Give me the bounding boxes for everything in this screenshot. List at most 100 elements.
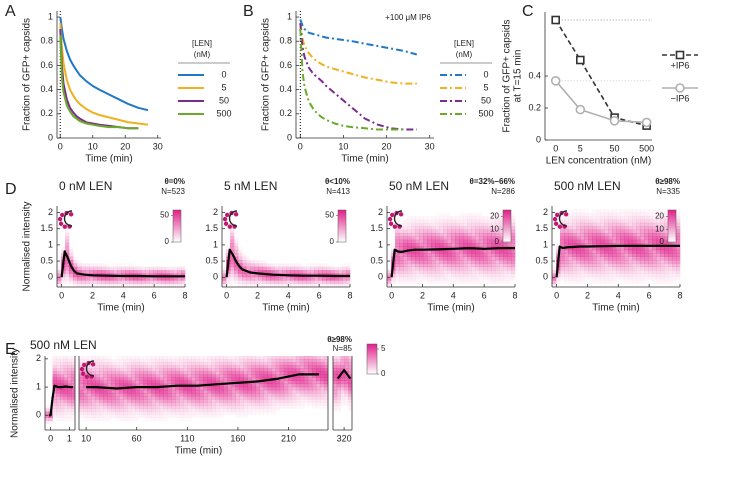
heat-cell bbox=[600, 256, 605, 261]
heat-cell bbox=[199, 374, 204, 378]
heat-cell bbox=[676, 253, 681, 257]
heat-cell bbox=[179, 418, 183, 421]
heat-cell bbox=[147, 408, 152, 412]
heat-cell bbox=[191, 365, 196, 369]
heat-cell bbox=[668, 280, 673, 284]
heat-cell bbox=[151, 389, 156, 394]
heat-cell bbox=[584, 249, 589, 254]
heat-cell bbox=[616, 219, 621, 224]
x-tick-label: 0 bbox=[554, 290, 559, 300]
heat-cell bbox=[231, 365, 236, 369]
heat-cell bbox=[640, 256, 645, 261]
heat-cell bbox=[63, 368, 68, 372]
heat-cell bbox=[323, 356, 329, 360]
heat-cell bbox=[640, 226, 645, 230]
heat-cell bbox=[463, 276, 468, 281]
heat-cell bbox=[137, 266, 142, 271]
heat-cell bbox=[311, 374, 317, 378]
heat-cell bbox=[215, 402, 220, 406]
heat-cell bbox=[467, 249, 472, 254]
heat-cell bbox=[333, 405, 338, 409]
heat-cell bbox=[121, 263, 125, 267]
heat-cell bbox=[423, 253, 428, 257]
heat-cell bbox=[115, 368, 120, 372]
heat-cell bbox=[271, 374, 277, 378]
heat-cell bbox=[107, 371, 112, 375]
heat-cell bbox=[323, 383, 329, 388]
heat-cell bbox=[596, 273, 601, 278]
legend-label: 500 bbox=[216, 108, 231, 118]
heat-cell bbox=[455, 270, 460, 274]
heat-cell bbox=[115, 389, 120, 394]
heat-cell bbox=[230, 243, 235, 247]
heat-cell bbox=[491, 280, 496, 284]
heat-cell bbox=[230, 266, 235, 271]
heat-cell bbox=[270, 276, 275, 281]
heat-cell bbox=[181, 276, 186, 281]
heat-cell bbox=[287, 362, 293, 366]
heat-cell bbox=[344, 374, 349, 378]
heat-cell bbox=[628, 236, 633, 241]
heat-cell bbox=[60, 389, 65, 394]
heat-cell bbox=[139, 405, 144, 409]
heat-cell bbox=[299, 377, 305, 381]
heat-cell bbox=[431, 243, 436, 247]
heat-cell bbox=[279, 396, 285, 400]
heat-cell bbox=[151, 411, 156, 415]
heat-cell bbox=[612, 249, 617, 254]
heat-cell bbox=[447, 263, 452, 268]
x-axis-label: Time (min) bbox=[97, 303, 144, 314]
heat-cell bbox=[103, 371, 108, 375]
colorbar-tick-label: 10 bbox=[655, 224, 664, 233]
capsid-icon bbox=[63, 210, 73, 227]
heat-cell bbox=[600, 233, 605, 237]
heat-cell bbox=[203, 396, 208, 400]
heat-cell bbox=[556, 280, 561, 284]
heat-cell bbox=[580, 229, 585, 234]
heat-cell bbox=[620, 266, 625, 271]
heat-cell bbox=[175, 393, 180, 397]
heat-cell bbox=[491, 249, 496, 254]
heat-cell bbox=[145, 276, 150, 281]
heat-cell bbox=[668, 263, 673, 268]
heat-cell bbox=[491, 226, 496, 230]
heat-cell bbox=[231, 371, 236, 375]
heat-cell bbox=[195, 415, 199, 418]
heat-cell bbox=[235, 377, 240, 381]
heat-cell bbox=[259, 383, 265, 388]
heat-cell bbox=[632, 280, 637, 284]
heat-cell bbox=[447, 273, 452, 278]
heat-cell bbox=[672, 256, 677, 261]
heat-cell bbox=[131, 418, 135, 421]
x-tick-label: 0 bbox=[59, 290, 64, 300]
heat-cell bbox=[652, 256, 657, 261]
heat-cell bbox=[443, 253, 448, 257]
heat-cell bbox=[564, 263, 569, 268]
heat-cell bbox=[131, 377, 136, 381]
heat-cell bbox=[616, 276, 621, 281]
heat-cell bbox=[147, 418, 151, 421]
heat-cell bbox=[163, 402, 168, 406]
heat-cell bbox=[664, 209, 669, 214]
heat-cell bbox=[137, 280, 142, 284]
heat-cell bbox=[63, 374, 68, 378]
heat-cell bbox=[155, 399, 160, 403]
heat-cell bbox=[652, 212, 657, 217]
heat-cell bbox=[333, 408, 338, 412]
heat-cell bbox=[143, 368, 148, 372]
heat-cell bbox=[250, 263, 255, 268]
heat-cell bbox=[340, 359, 345, 363]
mean-line bbox=[48, 384, 74, 417]
heat-cell bbox=[87, 359, 92, 363]
heat-cell bbox=[247, 356, 252, 360]
heat-cell bbox=[141, 283, 146, 288]
heat-cell bbox=[171, 408, 176, 412]
heat-cell bbox=[223, 356, 228, 360]
heat-cell bbox=[315, 389, 321, 394]
heat-cell bbox=[52, 396, 57, 400]
heat-cell bbox=[419, 216, 424, 220]
heat-cell bbox=[271, 362, 277, 366]
heat-cell bbox=[207, 359, 212, 363]
heat-cell bbox=[427, 239, 432, 244]
heat-cell bbox=[348, 377, 353, 381]
